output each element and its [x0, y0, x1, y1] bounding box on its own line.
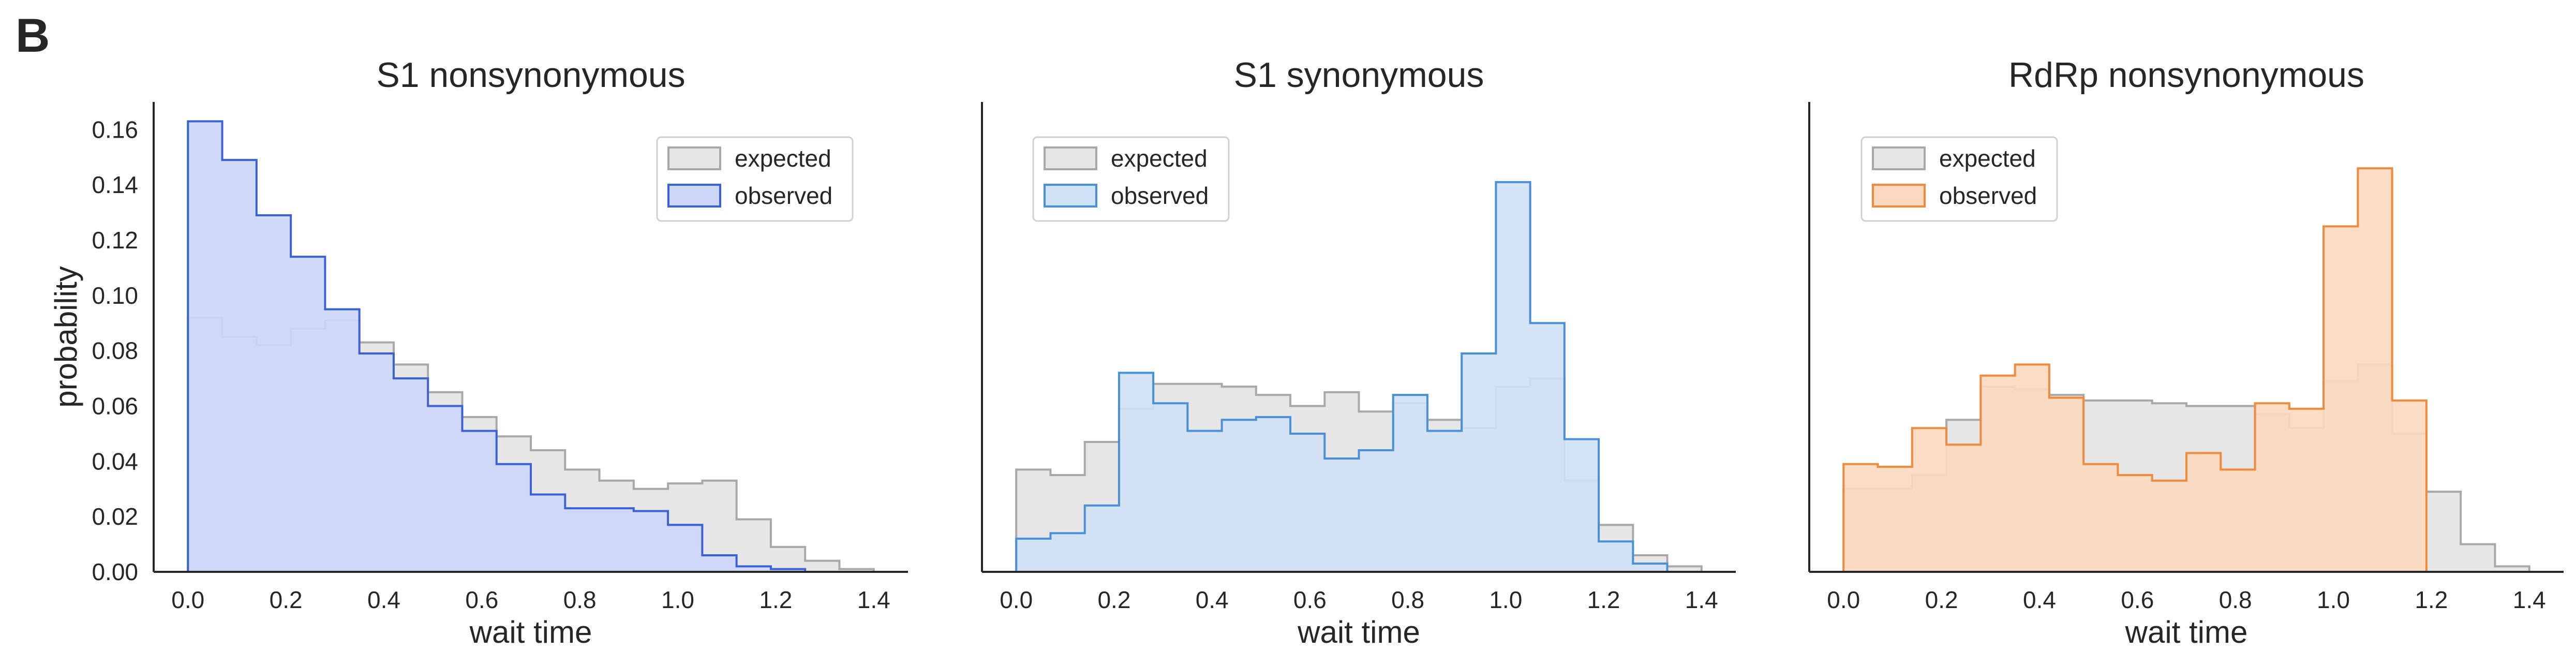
y-axis-label: probability: [49, 266, 83, 408]
legend-label: observed: [1939, 182, 2037, 209]
legend-swatch-expected: [1872, 146, 1926, 170]
y-tick-label: 0.08: [92, 337, 138, 364]
x-tick-label: 0.0: [171, 586, 204, 613]
chart-title: S1 synonymous: [1234, 55, 1484, 95]
legend-swatch-expected: [1044, 146, 1097, 170]
y-tick-label: 0.06: [92, 393, 138, 420]
x-tick-label: 1.0: [1489, 586, 1522, 613]
y-tick-label: 0.02: [92, 503, 138, 530]
legend-swatch-observed: [1044, 184, 1097, 208]
y-tick-label: 0.12: [92, 227, 138, 254]
histogram-observed: [1842, 167, 2529, 573]
legend-label: expected: [1939, 145, 2036, 172]
x-tick-label: 0.6: [1293, 586, 1327, 613]
legend: expected observed: [1860, 136, 2058, 222]
chart-title: S1 nonsynonymous: [376, 55, 685, 95]
chart-title: RdRp nonsynonymous: [2008, 55, 2364, 95]
histogram-observed: [1015, 181, 1702, 573]
chart-panel: 0.0 0.2 0.4 0.6 0.8 1.0 1.2 1.4 S1 synonymous wai…: [981, 55, 1736, 649]
y-tick-label: 0.04: [92, 448, 138, 475]
x-tick-label: 0.8: [563, 586, 597, 613]
x-tick-label: 1.0: [2317, 586, 2350, 613]
chart-panel: 0.0 0.2 0.4 0.6 0.8 1.0 1.2 1.4 RdRp nonsynonymo…: [1808, 55, 2564, 649]
y-tick-label: 0.10: [92, 282, 138, 309]
x-tick-label: 0.2: [1097, 586, 1130, 613]
x-tick-label: 0.4: [2023, 586, 2056, 613]
x-tick-label: 1.2: [1587, 586, 1620, 613]
x-axis-label: wait time: [469, 615, 592, 649]
x-tick-label: 1.4: [2513, 586, 2546, 613]
x-tick-label: 0.4: [1196, 586, 1229, 613]
legend-swatch-expected: [667, 146, 721, 170]
legend-label: observed: [735, 182, 832, 209]
x-tick-label: 0.6: [2121, 586, 2154, 613]
chart-panels: 0.0 0.2 0.4 0.6 0.8 1.0 1.2 1.4 0.00 0.02 0.04 0.06…: [49, 55, 2564, 649]
x-axis-label: wait time: [2125, 615, 2248, 649]
y-tick-label: 0.00: [92, 558, 138, 585]
legend-label: expected: [735, 145, 831, 172]
panel-letter: B: [16, 9, 50, 62]
x-tick-label: 0.0: [1827, 586, 1860, 613]
x-tick-label: 0.4: [367, 586, 400, 613]
x-tick-label: 0.6: [465, 586, 498, 613]
legend: expected observed: [656, 136, 854, 222]
legend-swatch-observed: [1872, 184, 1926, 208]
x-tick-label: 0.0: [1000, 586, 1033, 613]
x-tick-label: 0.8: [2219, 586, 2252, 613]
y-tick-label: 0.16: [92, 116, 138, 143]
x-tick-label: 0.8: [1391, 586, 1424, 613]
legend: expected observed: [1032, 136, 1230, 222]
x-axis-label: wait time: [1297, 615, 1420, 649]
legend-label: observed: [1111, 182, 1209, 209]
x-tick-label: 1.0: [661, 586, 694, 613]
x-tick-label: 1.4: [857, 586, 890, 613]
x-tick-label: 1.2: [2415, 586, 2448, 613]
legend-label: expected: [1111, 145, 1208, 172]
x-tick-label: 0.2: [1925, 586, 1958, 613]
y-tick-label: 0.14: [92, 171, 138, 198]
x-tick-label: 1.2: [759, 586, 792, 613]
x-tick-label: 1.4: [1685, 586, 1718, 613]
x-tick-label: 0.2: [270, 586, 303, 613]
histogram-observed: [187, 120, 874, 573]
chart-panel: 0.0 0.2 0.4 0.6 0.8 1.0 1.2 1.4 0.00 0.02 0.04 0.06…: [49, 55, 908, 649]
legend-swatch-observed: [667, 184, 721, 208]
